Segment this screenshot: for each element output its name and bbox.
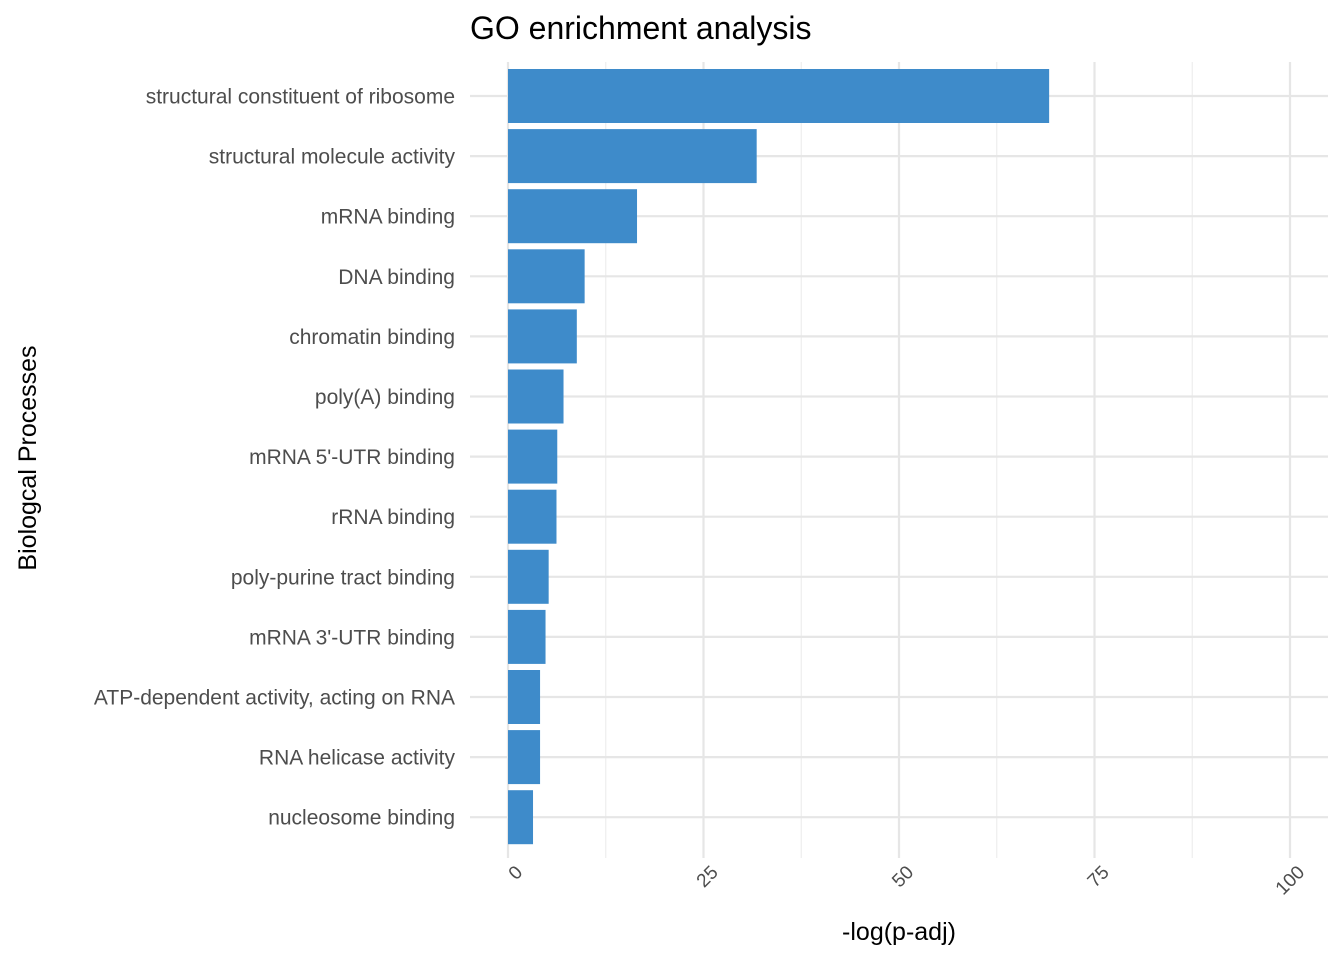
bar <box>508 609 546 664</box>
category-label: rRNA binding <box>331 506 455 529</box>
category-label: ATP-dependent activity, acting on RNA <box>94 687 455 710</box>
bar <box>508 790 534 845</box>
x-tick-label: 50 <box>888 862 918 892</box>
bar <box>508 730 541 785</box>
category-label: poly-purine tract binding <box>231 566 455 589</box>
bar <box>508 670 541 724</box>
category-label: nucleosome binding <box>268 807 455 830</box>
bar <box>508 69 1050 123</box>
category-labels: structural constituent of ribosome struct… <box>94 86 456 830</box>
x-tick-label: 0 <box>505 862 527 884</box>
bar <box>508 129 757 184</box>
category-label: DNA binding <box>338 266 455 289</box>
bar <box>508 249 585 304</box>
x-tick-label: 100 <box>1272 862 1309 899</box>
category-label: poly(A) binding <box>315 386 455 409</box>
category-label: structural molecule activity <box>209 146 456 169</box>
bar <box>508 369 564 424</box>
x-axis-title: -log(p-adj) <box>842 918 956 946</box>
bar <box>508 429 558 484</box>
category-label: RNA helicase activity <box>259 747 456 770</box>
chart-title: GO enrichment analysis <box>470 10 811 46</box>
x-tick-label: 75 <box>1084 862 1114 892</box>
x-tick-label: 25 <box>693 862 723 892</box>
category-label: mRNA 3'-UTR binding <box>249 626 455 649</box>
y-axis-title: Biologcal Processes <box>14 345 42 570</box>
bar <box>508 549 549 604</box>
category-label: chromatin binding <box>289 326 455 349</box>
category-label: mRNA binding <box>321 206 455 229</box>
bar <box>508 189 638 244</box>
bar <box>508 489 557 544</box>
category-label: structural constituent of ribosome <box>146 86 455 109</box>
category-label: mRNA 5'-UTR binding <box>249 446 455 469</box>
x-tick-labels: 0 25 50 75 100 <box>505 862 1309 899</box>
bars <box>508 69 1050 845</box>
bar <box>508 309 577 364</box>
